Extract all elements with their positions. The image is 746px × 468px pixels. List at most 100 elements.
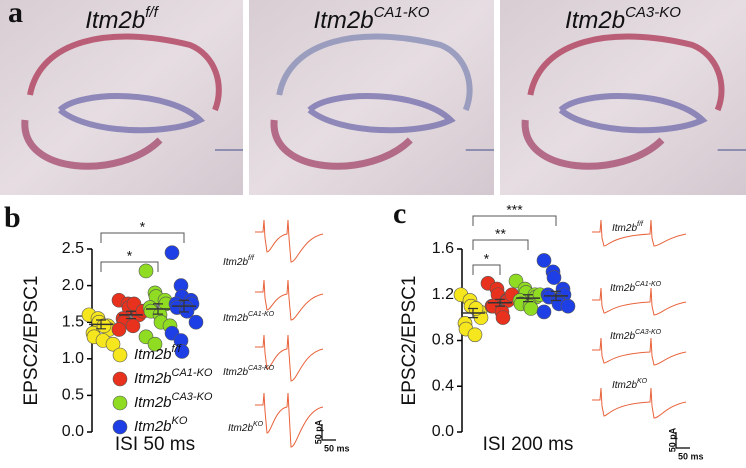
legend-entry: Itm2bCA3-KO bbox=[134, 391, 213, 411]
trace-label-sup: f/f bbox=[637, 221, 644, 228]
data-point bbox=[495, 310, 511, 325]
dg-layer bbox=[21, 119, 163, 170]
error-bar bbox=[126, 310, 136, 320]
trace-label-base: Itm2b bbox=[223, 313, 248, 324]
trace-label-base: Itm2b bbox=[228, 423, 253, 434]
epsc-trace bbox=[592, 287, 687, 316]
data-point bbox=[111, 322, 127, 337]
epsc-trace bbox=[592, 387, 687, 419]
trace-label: Itm2bCA1-KO bbox=[610, 281, 662, 293]
dg-layer bbox=[521, 119, 665, 170]
dg-layer bbox=[270, 119, 413, 170]
y-tick-label: 1.6 bbox=[432, 240, 454, 257]
y-tick-label: 0.8 bbox=[432, 332, 454, 349]
trace-label-base: Itm2b bbox=[610, 283, 635, 294]
epsc-trace bbox=[592, 219, 687, 247]
legend-entry: Itm2bKO bbox=[134, 415, 188, 435]
histology-title-sup: CA1-KO bbox=[374, 4, 430, 21]
histology-title-base: Itm2b bbox=[85, 7, 145, 34]
trace-label-sup: CA1-KO bbox=[635, 281, 662, 288]
y-tick-label: 0.0 bbox=[62, 423, 84, 440]
data-point bbox=[546, 270, 562, 285]
trace-label: Itm2bf/f bbox=[612, 221, 644, 233]
x-axis-label: ISI 50 ms bbox=[115, 434, 195, 455]
y-tick-label: 0.0 bbox=[432, 423, 454, 440]
data-point bbox=[188, 314, 204, 330]
data-point bbox=[523, 301, 539, 316]
scale-bar bbox=[321, 424, 336, 441]
y-tick-label: 0.5 bbox=[62, 387, 84, 404]
significance-bracket bbox=[472, 264, 501, 275]
trace-label-base: Itm2b bbox=[223, 367, 248, 378]
y-tick-label: 0.4 bbox=[432, 377, 454, 394]
data-point bbox=[560, 298, 576, 314]
data-point bbox=[536, 253, 552, 268]
histology-title: Itm2bf/f bbox=[85, 4, 159, 34]
example-traces bbox=[255, 219, 324, 448]
epsc-trace bbox=[592, 337, 687, 366]
dg-layer bbox=[558, 93, 708, 134]
panel-letter: a bbox=[8, 0, 23, 29]
significance-label: * bbox=[127, 248, 133, 264]
legend-swatch bbox=[112, 371, 128, 387]
trace-label-sup: CA1-KO bbox=[248, 311, 275, 318]
error-bar bbox=[96, 319, 106, 330]
y-tick-label: 1.5 bbox=[62, 313, 84, 330]
ca-layer bbox=[276, 33, 473, 112]
significance-bracket bbox=[100, 261, 159, 272]
significance-bracket bbox=[472, 215, 557, 226]
data-point bbox=[138, 263, 154, 279]
significance-label: *** bbox=[506, 202, 523, 218]
trace-label-sup: KO bbox=[637, 378, 648, 385]
data-point bbox=[147, 336, 163, 352]
trace-label: Itm2bCA1-KO bbox=[223, 311, 275, 323]
legend-swatch bbox=[112, 419, 128, 435]
legend-entry-base: Itm2b bbox=[134, 370, 172, 387]
scale-bar-label: 50 ms bbox=[678, 451, 704, 461]
error-bar bbox=[523, 294, 533, 303]
data-point bbox=[96, 318, 112, 334]
data-point bbox=[467, 327, 483, 343]
histology-title: Itm2bCA1-KO bbox=[314, 4, 430, 34]
significance-bracket bbox=[472, 239, 529, 250]
histology-panel bbox=[0, 0, 746, 195]
legend-entry-base: Itm2b bbox=[134, 418, 172, 435]
dg-layer bbox=[57, 93, 206, 134]
epsc-trace bbox=[255, 219, 324, 263]
scale-bar-label: 50 pA bbox=[667, 427, 677, 452]
data-point bbox=[125, 318, 141, 334]
scale-bar-label: 50 ms bbox=[324, 443, 350, 453]
legend-entry-sup: CA3-KO bbox=[172, 391, 213, 403]
ca-layer bbox=[527, 33, 725, 112]
histology-title-base: Itm2b bbox=[565, 7, 625, 34]
y-tick-label: 2.5 bbox=[62, 240, 84, 257]
scale-bar-label: 50 pA bbox=[313, 419, 323, 444]
trace-label-base: Itm2b bbox=[612, 380, 637, 391]
example-traces bbox=[592, 219, 687, 419]
y-axis-label: EPSC2/EPSC1 bbox=[21, 276, 42, 406]
data-point bbox=[105, 336, 121, 352]
trace-label: Itm2bKO bbox=[228, 421, 264, 433]
data-point bbox=[174, 344, 190, 359]
epsc-trace bbox=[255, 334, 324, 382]
trace-label-base: Itm2b bbox=[612, 223, 637, 234]
error-bar bbox=[551, 290, 561, 302]
legend-swatch bbox=[112, 347, 128, 363]
error-bar bbox=[153, 303, 163, 315]
error-bar bbox=[468, 307, 478, 319]
trace-label: Itm2bf/f bbox=[223, 255, 255, 267]
trace-label-sup: CA3-KO bbox=[248, 365, 275, 372]
ca-layer bbox=[27, 33, 222, 112]
significance-bracket bbox=[100, 232, 185, 243]
significance-label: * bbox=[140, 219, 146, 235]
y-tick-label: 1.2 bbox=[432, 286, 454, 303]
trace-label-sup: KO bbox=[253, 421, 264, 428]
legend-entry-sup: CA1-KO bbox=[172, 367, 213, 379]
legend-entry: Itm2bCA1-KO bbox=[134, 367, 213, 387]
legend-entry-sup: f/f bbox=[172, 343, 182, 355]
trace-label: Itm2bCA3-KO bbox=[223, 365, 275, 377]
histology-title-sup: CA3-KO bbox=[625, 4, 681, 21]
panel-letter: b bbox=[4, 201, 21, 234]
dg-layer bbox=[307, 93, 456, 134]
